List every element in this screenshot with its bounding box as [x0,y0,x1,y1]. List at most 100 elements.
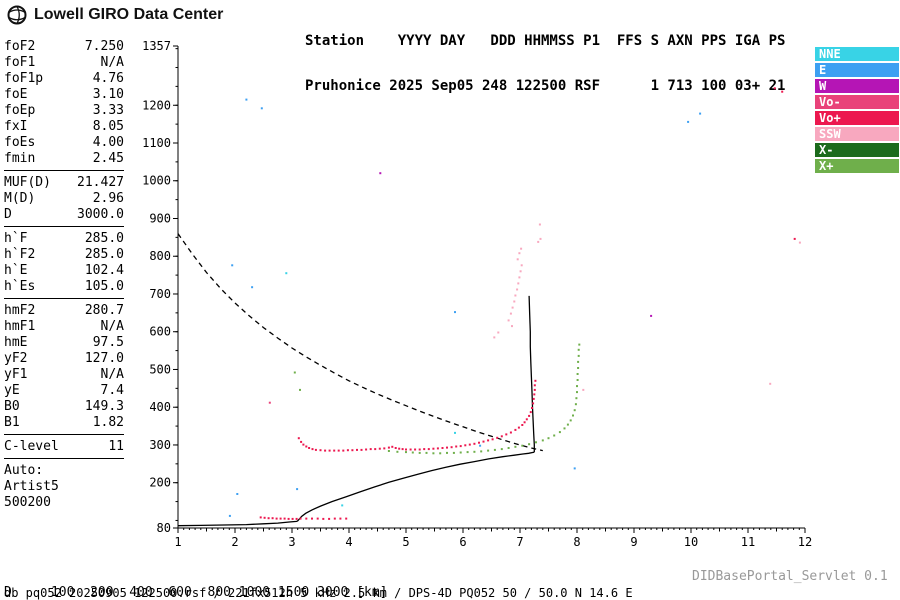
servlet-version-label: DIDBasePortal_Servlet 0.1 [692,569,888,584]
param-row: hmE 97.5 [4,335,124,351]
axis-tick-labels: 1 2 3 4 5 6 7 8 9 10 11 121357120011001000900800700… [142,39,812,549]
param-label: foF2 [4,39,36,54]
legend-item-nne: NNE [815,47,899,61]
x-tick-label: 3 [288,535,295,549]
param-value: 285.0 [84,231,124,246]
x-tick-label: 2 [231,535,238,549]
param-label: foEs [4,135,36,150]
x-tick-label: 10 [684,535,698,549]
legend-item-w: W [815,79,899,93]
param-label: B0 [4,399,20,414]
legend-item-ssw: SSW [815,127,899,141]
ionogram-chart: 1 2 3 4 5 6 7 8 9 10 11 121357120011001000900800700… [142,39,812,549]
param-row: h`Es 105.0 [4,279,124,295]
param-label: yF1 [4,367,28,382]
param-row: B0 149.3 [4,399,124,415]
param-value: 7.4 [100,383,124,398]
series-o-trace-e-es [259,516,348,520]
param-label: 500200 [4,495,51,510]
param-row: fxI 8.05 [4,119,124,135]
legend-item-x: X- [815,143,899,157]
param-row: h`E 102.4 [4,263,124,279]
param-value: 105.0 [84,279,124,294]
station-header: Station YYYY DAY DDD HHMMSS P1 FFS S AXN… [305,4,785,124]
param-value: 3.33 [92,103,124,118]
param-group: hmF2 280.7 hmF1 N/A hmE 97.5 yF2 127.0 yF1 N/A yE 7… [4,302,124,435]
param-value: N/A [100,319,124,334]
x-tick-label: 4 [345,535,352,549]
param-label: B1 [4,415,20,430]
param-value: 3.10 [92,87,124,102]
y-tick-label: 400 [149,400,171,414]
distance-row: D 100 200 400 600 800 1000 1500 3000 [km… [4,585,388,600]
param-row: foF2 7.250 [4,39,124,55]
param-value: N/A [100,55,124,70]
param-row: foF1 N/A [4,55,124,71]
legend: NNE E W Vo- Vo+ SSW X- X+ [815,47,899,175]
param-label: D [4,207,12,222]
station-header-values: Pruhonice 2025 Sep05 248 122500 RSF 1 71… [305,78,786,94]
param-group: foF2 7.250 foF1 N/A foF1p 4.76 foE 3.10 foEp 3.33… [4,38,124,171]
x-tick-label: 7 [516,535,523,549]
series-o-trace-f [297,379,537,452]
param-row: foE 3.10 [4,87,124,103]
param-row: yF2 127.0 [4,351,124,367]
param-label: fxI [4,119,28,134]
param-value: 285.0 [84,247,124,262]
param-value: 21.427 [77,175,124,190]
param-label: hmE [4,335,28,350]
param-label: Auto: [4,463,44,478]
param-value: 2.45 [92,151,124,166]
logo-text: Lowell GIRO Data Center [34,6,224,23]
param-value: 127.0 [84,351,124,366]
param-row: MUF(D) 21.427 [4,175,124,191]
y-tick-label: 300 [149,438,171,452]
y-tick-label: 200 [149,476,171,490]
giro-logo: Lowell GIRO Data Center [6,4,223,26]
param-value: 8.05 [92,119,124,134]
x-tick-label: 5 [402,535,409,549]
param-group: MUF(D) 21.427 M(D) 2.96 D 3000.0 [4,174,124,227]
param-row: M(D) 2.96 [4,191,124,207]
param-value: 1.82 [92,415,124,430]
x-tick-label: 11 [741,535,755,549]
x-tick-label: 9 [630,535,637,549]
x-tick-label: 12 [798,535,812,549]
param-label: M(D) [4,191,36,206]
legend-item-vo: Vo+ [815,111,899,125]
param-label: hmF2 [4,303,36,318]
series-true-height-profile [177,451,535,527]
param-value: 11 [108,439,124,454]
param-label: h`E [4,263,28,278]
param-label: Artist5 [4,479,59,494]
param-value: 280.7 [84,303,124,318]
muf-distance-table: D 100 200 400 600 800 1000 1500 3000 [km… [4,555,395,600]
y-tick-label: 700 [149,287,171,301]
y-tick-label: 1200 [142,98,171,112]
param-row: Auto: [4,463,124,479]
param-label: C-level [4,439,59,454]
y-tick-label: 800 [149,249,171,263]
param-row: B1 1.82 [4,415,124,431]
giro-logo-icon [7,5,27,25]
param-label: h`F2 [4,247,36,262]
y-tick-label: 1357 [142,39,171,53]
param-label: foF1 [4,55,36,70]
param-label: yF2 [4,351,28,366]
param-row: 500200 [4,495,124,511]
series-noise-dots [228,87,801,517]
station-header-columns: Station YYYY DAY DDD HHMMSS P1 FFS S AXN… [305,33,786,49]
param-label: MUF(D) [4,175,51,190]
param-value: 97.5 [92,335,124,350]
series-muf-transmission-curve [177,233,543,452]
param-value: 149.3 [84,399,124,414]
param-label: foEp [4,103,36,118]
series-x-trace-f [387,343,581,455]
param-group: h`F 285.0 h`F2 285.0 h`E 102.4 h`Es 105.0 [4,230,124,299]
param-row: foF1p 4.76 [4,71,124,87]
param-row: hmF1 N/A [4,319,124,335]
param-row: D 3000.0 [4,207,124,223]
param-value: 2.96 [92,191,124,206]
y-tick-label: 80 [157,521,171,535]
